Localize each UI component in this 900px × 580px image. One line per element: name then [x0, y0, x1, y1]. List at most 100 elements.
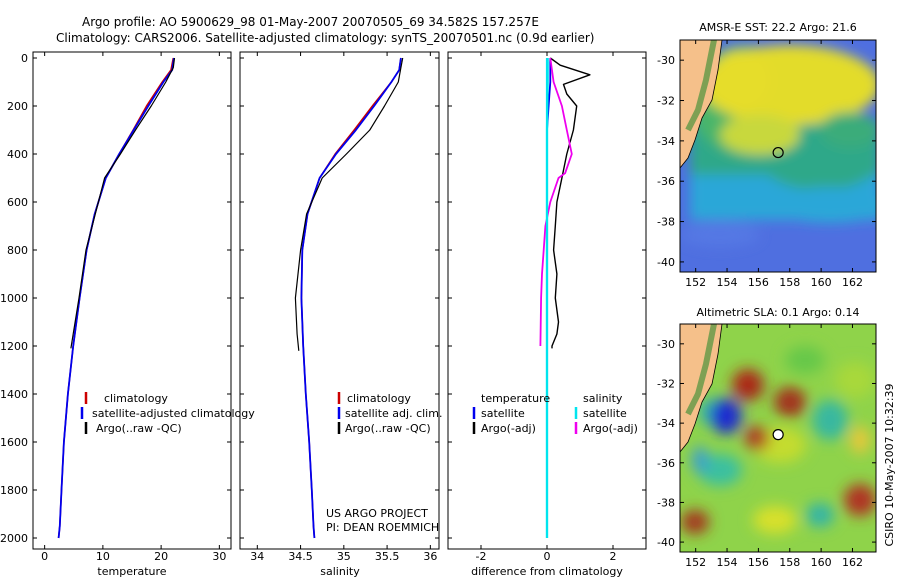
temperature-x-axis: 0 10 20 30: [41, 52, 226, 563]
legend-label-argo: Argo(..raw -QC): [96, 422, 182, 435]
map-x-tick-label: 154: [717, 276, 738, 289]
series-line-satellite-adj-clim-: [300, 57, 402, 539]
map-x-tick-label: 160: [811, 556, 832, 569]
depth-tick-label: 600: [7, 196, 28, 209]
salinity-x-axis: 34 34.5 35 35.5 36: [250, 52, 437, 563]
difference-xlabel: difference from climatology: [471, 565, 623, 578]
map-x-tick-label: 162: [842, 556, 863, 569]
map-x-tick-label: 160: [811, 276, 832, 289]
legend-label-temp-argo: Argo(-adj): [481, 422, 536, 435]
map-x-tick-label: 158: [779, 556, 800, 569]
legend-label-satellite-adjusted: satellite-adjusted climatology: [92, 407, 255, 420]
series-line-salinity-argo-adj-: [539, 57, 573, 347]
sst-field: [680, 40, 876, 272]
salinity-panel: 34 34.5 35 35.5 36 salinity climatology sate…: [239, 51, 442, 578]
map-x-tick-label: 152: [685, 276, 706, 289]
project-label: US ARGO PROJECT: [326, 507, 428, 520]
x-tick-label: 2: [610, 550, 617, 563]
depth-tick-label: 1600: [0, 436, 28, 449]
header-title-line2: Climatology: CARS2006. Satellite-adjuste…: [56, 31, 594, 45]
map-y-tick-label: -34: [657, 417, 675, 430]
map-y-tick-label: -30: [657, 54, 675, 67]
map-y-tick-label: -36: [657, 175, 675, 188]
x-tick-label: 0: [544, 550, 551, 563]
map-x-tick-label: 154: [717, 556, 738, 569]
sst-map-title: AMSR-E SST: 22.2 Argo: 21.6: [699, 21, 857, 34]
map-y-tick-label: -40: [657, 536, 675, 549]
sla-map: Altimetric SLA: 0.1 Argo: 0.14: [657, 306, 877, 569]
map-y-tick-label: -36: [657, 457, 675, 470]
legend-title-temperature: temperature: [481, 392, 550, 405]
difference-x-axis: -2 0 2: [476, 52, 617, 563]
sla-ticks: 152 154 156 158 160 162 -30 -32 -34 -36 -38 -40: [657, 324, 876, 569]
temperature-xlabel: temperature: [97, 565, 166, 578]
sst-argo-marker: [772, 146, 784, 159]
difference-series: [539, 57, 591, 538]
depth-tick-label: 1400: [0, 388, 28, 401]
depth-tick-label: 200: [7, 100, 28, 113]
x-tick-label: 35: [337, 550, 351, 563]
temperature-legend: climatology satellite-adjusted climatolo…: [80, 392, 255, 435]
salinity-series: [294, 57, 404, 539]
sst-coastline: [680, 40, 723, 169]
side-stamp: CSIRO 10-May-2007 10:32:39: [883, 383, 896, 546]
depth-tick-label: 800: [7, 244, 28, 257]
temperature-axes-frame: [32, 51, 232, 550]
x-tick-label: 35.5: [375, 550, 400, 563]
series-line-satellite-adjusted-climatology: [57, 57, 175, 539]
series-line-argo-raw-qc-: [70, 57, 176, 349]
x-tick-label: 30: [212, 550, 226, 563]
series-line-climatology: [57, 57, 175, 539]
salinity-xlabel: salinity: [320, 565, 360, 578]
salinity-y-ticks: [240, 57, 439, 539]
series-line-temperature-argo-adj-: [549, 57, 591, 349]
salinity-legend: climatology satellite adj. clim. Argo(..…: [337, 392, 442, 435]
x-tick-label: 20: [154, 550, 168, 563]
map-x-tick-label: 162: [842, 276, 863, 289]
legend-label-argo: Argo(..raw -QC): [345, 422, 431, 435]
sst-map: AMSR-E SST: 22.2 Argo: 21.6 152 154 156 158…: [657, 21, 877, 289]
map-x-tick-label: 152: [685, 556, 706, 569]
depth-tick-label: 2000: [0, 532, 28, 545]
x-tick-label: 0: [41, 550, 48, 563]
legend-label-sal-argo: Argo(-adj): [583, 422, 638, 435]
sst-ticks: 152 154 156 158 160 162 -30 -32 -34 -36 -38 -40: [657, 40, 876, 289]
series-line-argo-raw-qc-: [294, 57, 404, 351]
depth-tick-label: 1000: [0, 292, 28, 305]
legend-label-satellite-adj: satellite adj. clim.: [345, 407, 442, 420]
map-x-tick-label: 158: [779, 276, 800, 289]
map-y-tick-label: -38: [657, 216, 675, 229]
depth-tick-label: 1200: [0, 340, 28, 353]
map-x-tick-label: 156: [748, 276, 769, 289]
depth-tick-label: 400: [7, 148, 28, 161]
salinity-axes-frame: [239, 51, 440, 550]
difference-y-ticks: [448, 57, 646, 539]
map-y-tick-label: -40: [657, 256, 675, 269]
legend-title-salinity: salinity: [583, 392, 623, 405]
depth-tick-label: 1800: [0, 484, 28, 497]
difference-panel: -2 0 2 difference from climatology tempera…: [447, 51, 647, 578]
map-y-tick-label: -32: [657, 95, 675, 108]
sst-map-frame: [679, 39, 877, 273]
sla-coastline: [680, 324, 723, 453]
map-x-tick-label: 156: [748, 556, 769, 569]
legend-label-climatology: climatology: [104, 392, 168, 405]
header-title-line1: Argo profile: AO 5900629_98 01-May-2007 …: [82, 15, 539, 29]
sla-argo-marker: [772, 429, 784, 441]
series-line-climatology: [300, 57, 402, 539]
x-tick-label: 34: [250, 550, 264, 563]
temperature-series: [57, 57, 176, 539]
map-y-tick-label: -38: [657, 496, 675, 509]
depth-axis: 0 200 400 600 800 1000 1200 1400 1600 1800 2000: [0, 52, 231, 545]
legend-label-temp-satellite: satellite: [481, 407, 525, 420]
map-y-tick-label: -34: [657, 135, 675, 148]
map-y-tick-label: -32: [657, 377, 675, 390]
legend-label-sal-satellite: satellite: [583, 407, 627, 420]
map-y-tick-label: -30: [657, 338, 675, 351]
x-tick-label: 34.5: [288, 550, 313, 563]
temperature-panel: 0 200 400 600 800 1000 1200 1400 1600 1800 2000 0 1…: [0, 51, 255, 578]
sla-map-frame: [679, 323, 877, 553]
x-tick-label: -2: [476, 550, 487, 563]
sla-map-title: Altimetric SLA: 0.1 Argo: 0.14: [696, 306, 859, 319]
